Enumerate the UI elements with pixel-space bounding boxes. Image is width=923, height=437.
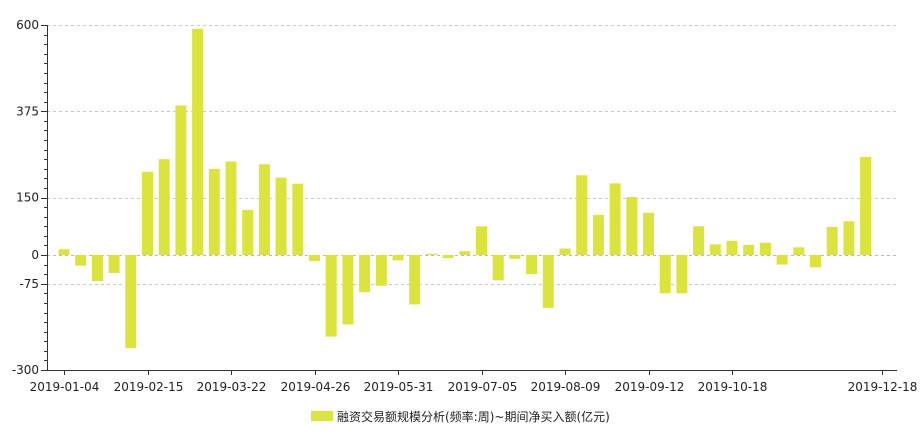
- bar: [442, 255, 454, 259]
- bar: [476, 226, 487, 256]
- bar: [158, 159, 170, 255]
- x-tick-label: 2019-12-18: [848, 380, 918, 394]
- bar: [843, 221, 855, 255]
- bar: [709, 244, 721, 255]
- bar: [860, 156, 872, 255]
- bar: [392, 255, 404, 261]
- bar: [192, 28, 204, 255]
- bar: [58, 249, 70, 256]
- bar: [826, 227, 838, 255]
- x-tick-label: 2019-03-22: [197, 380, 267, 394]
- y-tick-label: 600: [16, 18, 39, 32]
- x-tick-label: 2019-01-04: [30, 380, 100, 394]
- bar: [676, 255, 688, 294]
- bar: [359, 255, 371, 293]
- x-tick-label: 2019-08-09: [531, 380, 601, 394]
- y-tick-label: -300: [12, 363, 39, 377]
- bar: [225, 161, 237, 255]
- x-tick-label: 2019-02-15: [114, 380, 184, 394]
- y-tick-label: -75: [19, 277, 39, 291]
- bar: [292, 183, 304, 255]
- bar: [643, 212, 654, 255]
- bar: [793, 247, 805, 255]
- bar: [375, 255, 387, 286]
- legend-label: 融资交易额规模分析(频率:周)~期间净买入额(亿元): [337, 409, 610, 424]
- x-tick-label: 2019-04-26: [281, 380, 351, 394]
- bar: [342, 255, 354, 325]
- bar: [576, 175, 588, 255]
- bar: [542, 255, 554, 308]
- bar: [75, 255, 87, 266]
- x-tick-label: 2019-10-18: [698, 380, 768, 394]
- bar: [609, 183, 621, 255]
- bar: [459, 251, 471, 255]
- bar: [409, 255, 421, 305]
- bar: [425, 253, 437, 255]
- bar: [693, 226, 705, 256]
- x-tick-label: 2019-09-12: [615, 380, 685, 394]
- bar: [509, 255, 521, 259]
- bar: [526, 255, 538, 275]
- bar: [810, 255, 821, 268]
- legend: 融资交易额规模分析(频率:周)~期间净买入额(亿元): [311, 407, 610, 425]
- bar: [743, 245, 755, 255]
- legend-swatch: [311, 411, 333, 421]
- bar: [726, 240, 738, 255]
- bar: [776, 255, 788, 265]
- bar: [142, 171, 153, 255]
- y-tick-label: 0: [31, 248, 39, 262]
- bar: [492, 255, 504, 281]
- bar: [91, 255, 103, 282]
- bar-chart: -300 -75 0 150 375 600 2019-01-04 2019-02-15 201…: [12, 18, 918, 394]
- bar: [659, 255, 671, 294]
- y-tick-label: 150: [16, 191, 39, 205]
- bar: [309, 255, 320, 262]
- bar: [559, 248, 571, 255]
- bar: [175, 105, 187, 255]
- bar: [125, 255, 137, 349]
- bar: [325, 255, 337, 337]
- bar: [108, 255, 120, 273]
- bar: [626, 197, 638, 255]
- bar: [258, 164, 270, 255]
- bar: [592, 214, 604, 256]
- y-tick-label: 375: [16, 104, 39, 118]
- bar: [759, 242, 771, 255]
- x-tick-label: 2019-07-05: [448, 380, 518, 394]
- bar: [208, 168, 220, 256]
- x-tick-label: 2019-05-31: [364, 380, 434, 394]
- bar: [242, 209, 254, 255]
- bar: [275, 177, 287, 255]
